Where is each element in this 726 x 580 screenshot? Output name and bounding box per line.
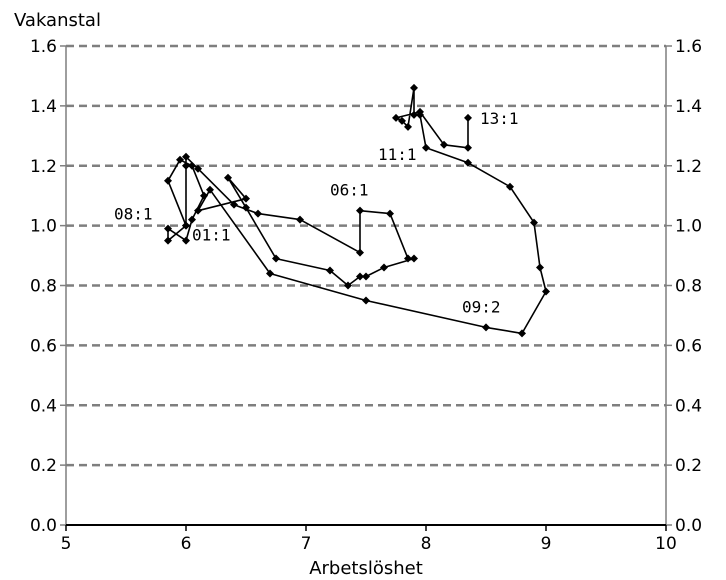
data-point-marker [272, 255, 280, 263]
y-tick-label-left: 0.6 [30, 336, 57, 356]
data-point-marker [164, 177, 172, 185]
data-point-marker [518, 329, 526, 337]
annotation-label: 01:1 [192, 226, 231, 245]
y-axis-title: Vakanstal [14, 10, 101, 31]
x-tick-label: 9 [541, 534, 552, 554]
y-tick-label-left: 0.8 [30, 277, 57, 297]
y-tick-label-left: 0.4 [30, 396, 57, 416]
y-tick-label-right: 1.4 [675, 97, 702, 117]
y-tick-label-right: 0.8 [675, 277, 702, 297]
data-point-marker [422, 144, 430, 152]
data-point-marker [356, 207, 364, 215]
data-point-marker [464, 114, 472, 122]
x-tick-label: 7 [301, 534, 312, 554]
axes [60, 46, 672, 531]
y-tick-label-right: 1.2 [675, 157, 702, 177]
data-point-marker [386, 210, 394, 218]
data-point-marker [536, 264, 544, 272]
data-point-marker [410, 84, 418, 92]
grid-lines [66, 46, 666, 465]
x-axis-title: Arbetslöshet [309, 558, 423, 579]
y-tick-label-left: 1.6 [30, 37, 57, 57]
tick-labels: 0.0 0.0 0.2 0.2 0.4 0.4 0.6 0.6 0.8 0.8 1.0 1.0 1.2 1… [30, 37, 702, 554]
annotation-label: 11:1 [378, 145, 417, 164]
data-point-marker [464, 144, 472, 152]
y-tick-label-left: 1.2 [30, 157, 57, 177]
annotation-label: 08:1 [114, 205, 153, 224]
data-point-marker [182, 162, 190, 170]
annotation-label: 09:2 [462, 297, 501, 316]
y-tick-label-right: 0.4 [675, 396, 702, 416]
y-tick-label-right: 0.6 [675, 336, 702, 356]
data-point-marker [356, 249, 364, 257]
y-tick-label-left: 1.4 [30, 97, 57, 117]
y-tick-label-right: 1.6 [675, 37, 702, 57]
y-tick-label-right: 0.0 [675, 516, 702, 536]
data-point-marker [362, 296, 370, 304]
data-point-marker [410, 255, 418, 263]
x-tick-label: 8 [421, 534, 432, 554]
data-point-marker [296, 216, 304, 224]
y-tick-label-left: 0.0 [30, 516, 57, 536]
data-point-marker [482, 323, 490, 331]
y-tick-label-left: 0.2 [30, 456, 57, 476]
x-tick-label: 6 [181, 534, 192, 554]
annotation-label: 06:1 [330, 181, 369, 200]
data-point-marker [188, 216, 196, 224]
data-point-marker [254, 210, 262, 218]
data-point-marker [380, 264, 388, 272]
annotation-label: 13:1 [480, 109, 519, 128]
y-tick-label-left: 1.0 [30, 217, 57, 237]
x-tick-label: 5 [61, 534, 72, 554]
x-tick-label: 10 [655, 534, 677, 554]
data-point-marker [200, 192, 208, 200]
y-tick-label-right: 0.2 [675, 456, 702, 476]
data-point-marker [542, 287, 550, 295]
y-tick-label-right: 1.0 [675, 217, 702, 237]
